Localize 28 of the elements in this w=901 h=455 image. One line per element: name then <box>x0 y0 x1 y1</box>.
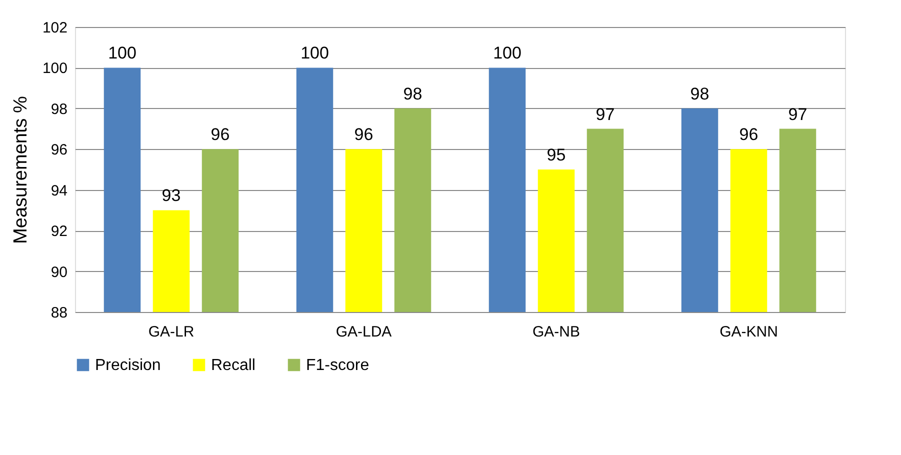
legend-label: Recall <box>211 357 256 374</box>
x-tick-label: GA-NB <box>532 324 580 340</box>
data-label: 96 <box>210 125 230 144</box>
data-label: 96 <box>354 125 374 144</box>
y-tick-label: 88 <box>50 304 68 322</box>
data-label: 98 <box>403 84 422 104</box>
data-label: 100 <box>493 44 522 63</box>
legend-label: F1-score <box>306 357 370 374</box>
data-label: 95 <box>546 146 566 164</box>
data-label: 100 <box>108 44 136 63</box>
y-tick-label: 100 <box>42 60 68 78</box>
y-tick-label: 90 <box>50 264 68 281</box>
data-label: 97 <box>788 104 808 124</box>
y-tick-label: 96 <box>50 142 68 159</box>
y-axis-title: Measurements % <box>10 96 32 244</box>
data-label: 96 <box>739 125 758 144</box>
data-label: 100 <box>300 44 329 63</box>
x-tick-label: GA-KNN <box>720 324 778 340</box>
data-label: 98 <box>690 84 710 104</box>
y-tick-label: 102 <box>42 20 68 36</box>
legend-label: Precision <box>95 357 161 374</box>
x-tick-label: GA-LDA <box>336 324 392 340</box>
data-label: 97 <box>596 104 615 124</box>
y-tick-label: 92 <box>50 223 68 240</box>
y-tick-label: 94 <box>50 182 68 200</box>
y-tick-label: 98 <box>50 100 68 118</box>
x-tick-label: GA-LR <box>148 324 194 340</box>
data-label: 93 <box>162 186 181 206</box>
